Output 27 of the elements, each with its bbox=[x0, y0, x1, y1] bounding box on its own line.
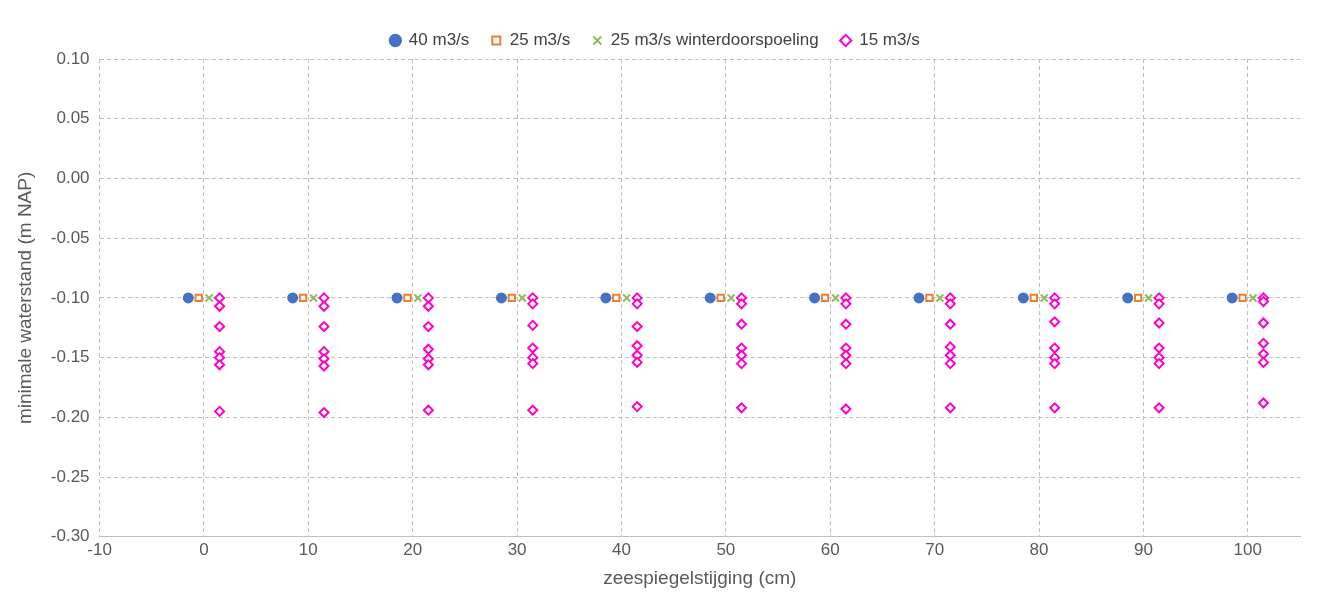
x-tick-label: 60 bbox=[820, 539, 840, 559]
x-tick-label: 90 bbox=[1133, 539, 1153, 559]
y-tick-label: -0.25 bbox=[50, 466, 90, 486]
x-tick-label: 50 bbox=[716, 539, 736, 559]
legend-label: 25 m3/s bbox=[509, 30, 571, 50]
x-tick-label: 70 bbox=[925, 539, 945, 559]
y-tick-label: -0.30 bbox=[50, 526, 90, 546]
y-tick-label: 0.10 bbox=[56, 48, 90, 68]
x-tick-label: -10 bbox=[87, 539, 112, 559]
y-tick-label: -0.10 bbox=[50, 287, 90, 307]
y-tick-label: 0.00 bbox=[56, 168, 90, 188]
x-tick-label: 80 bbox=[1029, 539, 1049, 559]
x-tick-label: 30 bbox=[507, 539, 527, 559]
legend-label: 25 m3/s winterdoorspoeling bbox=[610, 30, 819, 50]
y-tick-label: 0.05 bbox=[56, 108, 90, 128]
y-tick-label: -0.20 bbox=[50, 407, 90, 427]
legend-label: 15 m3/s bbox=[859, 30, 920, 50]
x-axis-title: zeespiegelstijging (cm) bbox=[603, 566, 797, 588]
x-tick-label: 40 bbox=[612, 539, 631, 559]
x-tick-label: 20 bbox=[403, 539, 423, 559]
x-tick-label: 10 bbox=[298, 539, 318, 559]
x-tick-label: 100 bbox=[1233, 539, 1262, 559]
y-axis-title: minimale waterstand (m NAP) bbox=[13, 171, 35, 425]
y-tick-label: -0.05 bbox=[50, 227, 90, 247]
y-tick-label: -0.15 bbox=[50, 347, 90, 367]
legend-label: 40 m3/s bbox=[408, 30, 470, 50]
x-tick-label: 0 bbox=[199, 539, 209, 559]
